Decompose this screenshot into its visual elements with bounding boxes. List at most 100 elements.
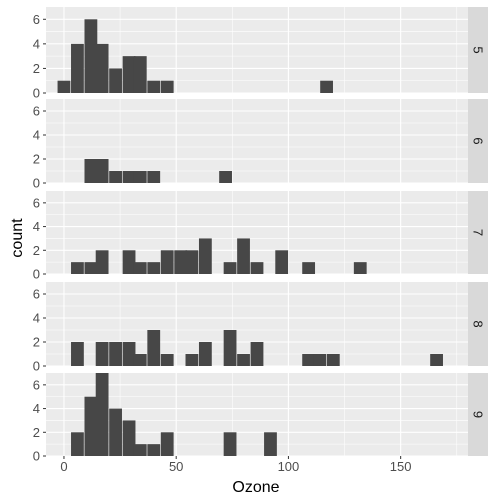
histogram-bar <box>223 262 237 274</box>
histogram-bar <box>84 159 98 183</box>
histogram-bar <box>160 250 174 274</box>
histogram-bar <box>71 432 84 456</box>
y-tick-label: 2 <box>33 425 40 440</box>
histogram-bar <box>133 444 147 456</box>
y-tick-label: 2 <box>33 335 40 350</box>
facet-panel-8: 0 2 4 6 8 <box>33 282 488 374</box>
histogram-bar <box>109 171 122 183</box>
panel-background <box>46 99 468 183</box>
facet-strip-label: 7 <box>471 229 486 236</box>
histogram-bar <box>133 262 147 274</box>
facet-strip-label: 5 <box>471 46 486 53</box>
histogram-bar <box>122 420 136 456</box>
histogram-bar <box>160 432 174 456</box>
y-tick-label: 0 <box>33 176 40 191</box>
histogram-bar <box>313 354 327 366</box>
y-tick-label: 0 <box>33 449 40 464</box>
facet-panel-7: 0 2 4 6 7 <box>33 191 488 282</box>
histogram-bar <box>95 43 109 93</box>
x-tick-label: 100 <box>278 459 300 474</box>
histogram-bar <box>160 354 174 366</box>
y-tick-label: 6 <box>33 12 40 27</box>
histogram-bar <box>185 250 199 274</box>
histogram-bar <box>160 80 174 93</box>
facet-panel-6: 0 2 4 6 6 <box>33 99 488 191</box>
histogram-bar <box>223 330 237 366</box>
histogram-bar <box>95 250 109 274</box>
histogram-bar <box>237 354 250 366</box>
histogram-bar <box>147 444 161 456</box>
histogram-bar <box>275 250 289 274</box>
y-tick-label: 4 <box>33 401 40 416</box>
facet-strip-label: 6 <box>471 137 486 144</box>
histogram-bar <box>185 354 199 366</box>
histogram-bar <box>95 342 109 366</box>
histogram-bar <box>133 354 147 366</box>
y-tick-label: 4 <box>33 311 40 326</box>
histogram-bar <box>353 262 367 274</box>
histogram-bar <box>133 56 147 93</box>
histogram-bar <box>109 408 122 456</box>
histogram-bar <box>147 171 161 183</box>
y-tick-label: 0 <box>33 267 40 282</box>
histogram-bar <box>109 342 122 366</box>
y-tick-label: 6 <box>33 195 40 210</box>
histogram-bar <box>250 262 264 274</box>
panel-background <box>46 191 468 274</box>
histogram-bar <box>109 68 122 93</box>
histogram-bar <box>320 80 333 93</box>
y-tick-label: 0 <box>33 86 40 101</box>
facet-strip <box>468 99 488 183</box>
y-tick-label: 4 <box>33 36 40 51</box>
histogram-bar <box>84 19 98 94</box>
histogram-bar <box>302 354 316 366</box>
facet-strip <box>468 7 488 93</box>
histogram-bar <box>219 171 232 183</box>
y-tick-label: 2 <box>33 152 40 167</box>
x-tick-label: 50 <box>169 459 183 474</box>
y-tick-label: 2 <box>33 61 40 76</box>
histogram-bar <box>84 396 98 456</box>
x-tick-label: 0 <box>60 459 67 474</box>
histogram-bar <box>223 432 237 456</box>
histogram-bar <box>95 159 109 183</box>
facet-strip <box>468 373 488 456</box>
histogram-bar <box>198 342 212 366</box>
histogram-bar <box>122 56 136 93</box>
histogram-bar <box>95 373 109 456</box>
x-axis-title: Ozone <box>232 479 279 496</box>
histogram-bar <box>122 171 136 183</box>
histogram-bar <box>71 342 84 366</box>
facet-strip <box>468 282 488 366</box>
facet-strip-label: 9 <box>471 411 486 418</box>
y-tick-label: 2 <box>33 243 40 258</box>
y-tick-label: 6 <box>33 377 40 392</box>
histogram-bar <box>133 171 147 183</box>
facet-strip-label: 8 <box>471 320 486 327</box>
histogram-bar <box>302 262 316 274</box>
histogram-bar <box>122 250 136 274</box>
histogram-bar <box>250 342 264 366</box>
histogram-bar <box>430 354 443 366</box>
histogram-bar <box>57 80 71 93</box>
histogram-bar <box>122 342 136 366</box>
histogram-bar <box>147 330 161 366</box>
histogram-bar <box>237 238 250 274</box>
y-tick-label: 6 <box>33 287 40 302</box>
y-axis-title: count <box>9 218 26 258</box>
histogram-bar <box>84 262 98 274</box>
histogram-bar <box>264 432 277 456</box>
y-tick-label: 4 <box>33 219 40 234</box>
histogram-bar <box>147 80 161 93</box>
x-tick-label: 150 <box>390 459 412 474</box>
histogram-bar <box>326 354 340 366</box>
y-tick-label: 6 <box>33 104 40 119</box>
histogram-bar <box>71 43 84 93</box>
y-tick-label: 0 <box>33 359 40 374</box>
histogram-bar <box>174 250 188 274</box>
facet-panel-5: 0 2 4 6 5 <box>33 7 488 101</box>
y-tick-label: 4 <box>33 128 40 143</box>
facet-panel-9: 0 2 4 6 9 <box>33 373 488 464</box>
histogram-bar <box>71 262 84 274</box>
